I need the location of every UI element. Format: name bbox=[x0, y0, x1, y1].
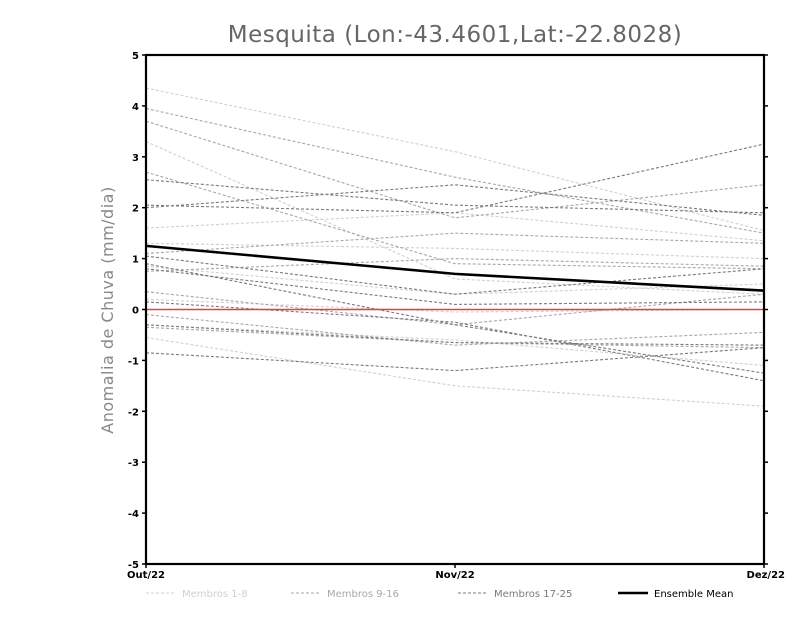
member-line-m17 bbox=[145, 179, 765, 214]
legend: Membros 1-8 Membros 9-16 Membros 17-25 Ense… bbox=[146, 589, 733, 600]
legend-label: Ensemble Mean bbox=[654, 589, 733, 600]
x-tick-label: Out/22 bbox=[127, 570, 165, 581]
member-line-m15 bbox=[145, 314, 765, 346]
member-line-m19 bbox=[145, 143, 765, 214]
member-line-m06 bbox=[145, 298, 765, 313]
legend-label: Membros 9-16 bbox=[327, 589, 399, 600]
member-line-m13 bbox=[145, 258, 765, 272]
member-line-m11 bbox=[145, 171, 765, 270]
member-line-m14 bbox=[145, 291, 765, 326]
member-line-m16 bbox=[145, 326, 765, 349]
member-line-m01 bbox=[145, 87, 765, 232]
member-line-m10 bbox=[145, 120, 765, 219]
y-tick-label: 4 bbox=[132, 102, 139, 113]
member-line-m18 bbox=[145, 184, 765, 216]
legend-label: Membros 17-25 bbox=[494, 589, 572, 600]
legend-label: Membros 1-8 bbox=[182, 589, 248, 600]
y-tick-label: 3 bbox=[132, 153, 139, 164]
member-line-m02 bbox=[145, 141, 765, 295]
member-line-m24 bbox=[145, 324, 765, 346]
member-line-m20 bbox=[145, 255, 765, 295]
plot-area bbox=[145, 87, 765, 407]
axes: -5 -4 -3 -2 -1 0 1 2 3 4 5 Out/22 Nov/22 Dez/22 bbox=[127, 51, 785, 581]
x-tick-label: Nov/22 bbox=[435, 570, 474, 581]
member-line-m21 bbox=[145, 263, 765, 374]
y-tick-label: 1 bbox=[132, 255, 139, 266]
y-tick-label: -3 bbox=[128, 458, 139, 469]
y-tick-label: 0 bbox=[132, 306, 139, 317]
y-tick-label: 2 bbox=[132, 204, 139, 215]
chart-title: Mesquita (Lon:-43.4601,Lat:-22.8028) bbox=[228, 22, 683, 48]
member-line-m03 bbox=[145, 212, 765, 242]
x-tick-label: Dez/22 bbox=[747, 570, 786, 581]
ensemble-mean-line bbox=[145, 244, 765, 292]
member-line-m05 bbox=[145, 265, 765, 295]
member-line-m08 bbox=[145, 336, 765, 407]
member-line-m23 bbox=[145, 301, 765, 382]
member-line-m25 bbox=[145, 347, 765, 372]
member-line-m07 bbox=[145, 324, 765, 367]
y-tick-label: -1 bbox=[128, 356, 139, 367]
member-line-m04 bbox=[145, 242, 765, 260]
y-tick-label: 5 bbox=[132, 51, 139, 62]
y-axis-label: Anomalia de Chuva (mm/dia) bbox=[98, 186, 117, 433]
y-tick-label: -4 bbox=[128, 509, 139, 520]
member-line-m22 bbox=[145, 268, 765, 305]
y-tick-label: -2 bbox=[128, 407, 139, 418]
member-line-m12 bbox=[145, 232, 765, 255]
y-tick-label: -5 bbox=[128, 560, 139, 571]
member-line-m09 bbox=[145, 107, 765, 234]
